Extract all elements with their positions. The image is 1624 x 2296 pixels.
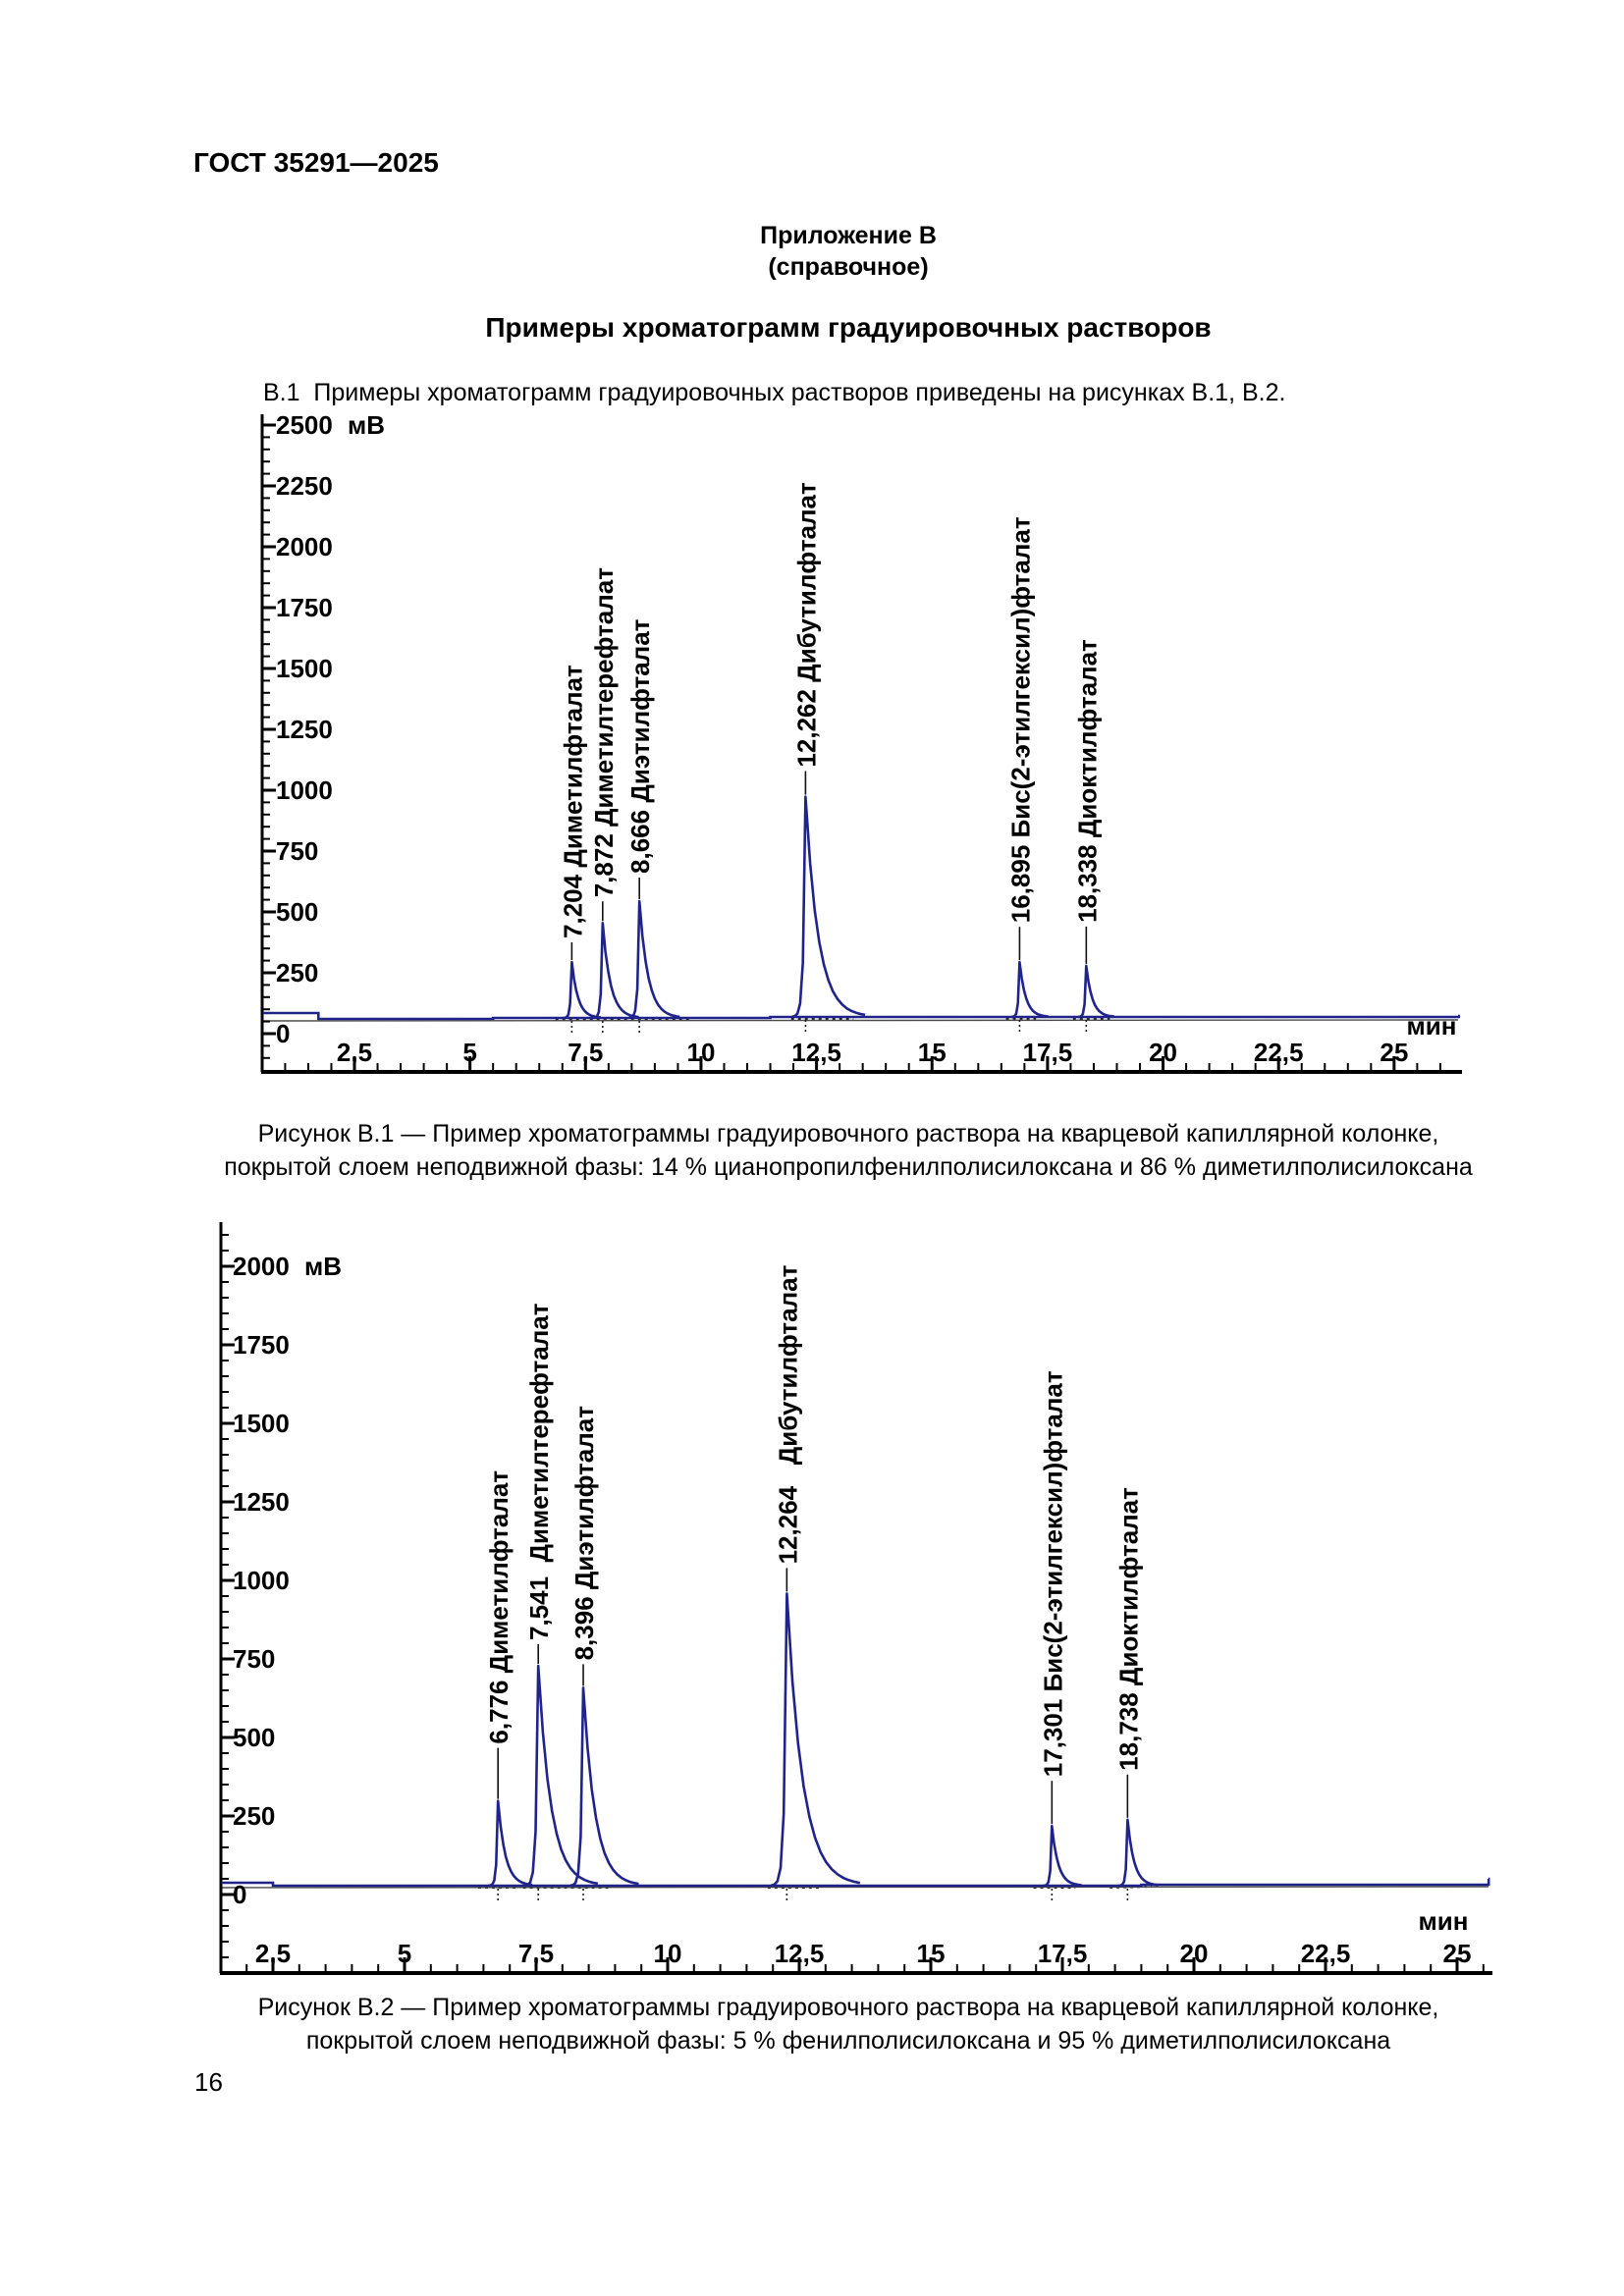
chromatogram-peak [771,1592,861,1887]
figure-b1-caption-line2: покрытой слоем неподвижной фазы: 14 % ци… [224,1153,1473,1181]
baseline-gray-line [220,1886,1489,1889]
x-axis-unit-label: мин [1407,1011,1457,1041]
peak-label: 17,301 Бис(2-этилгексил)фталат [1038,1370,1067,1777]
peak-label: 8,666 Диэтилфталат [625,618,655,874]
x-tick-label: 7,5 [518,1939,554,1968]
y-tick-label: 1250 [276,715,333,744]
figure-b2-caption: Рисунок В.2 — Пример хроматограммы граду… [165,1991,1532,2057]
x-tick-label: 12,5 [791,1038,841,1067]
chromatogram-baseline-trace [262,1011,1461,1021]
x-tick-label: 2,5 [255,1939,291,1968]
y-tick-label: 1500 [276,654,333,683]
chromatogram-peak [592,922,639,1020]
y-tick-label: 2000 [233,1252,290,1281]
y-axis-unit-label: мВ [348,410,385,440]
peak-label: 12,264 Дибутилфталат [773,1264,802,1564]
x-tick-label: 2,5 [337,1038,372,1067]
x-tick-label: 17,5 [1038,1939,1088,1968]
y-tick-label: 2250 [276,471,333,501]
chromatogram-peak [563,960,601,1020]
page-number: 16 [194,2067,223,2097]
y-tick-label: 1250 [233,1487,290,1517]
y-tick-label: 1500 [233,1409,290,1438]
y-tick-label: 1750 [233,1330,290,1360]
y-tick-label: 1000 [233,1566,290,1595]
peak-label: 8,396 Диэтилфталат [569,1406,599,1661]
figure-b1-caption: Рисунок В.1 — Пример хроматограммы граду… [165,1117,1532,1184]
x-tick-label: 5 [398,1939,411,1968]
y-tick-label: 0 [276,1019,290,1048]
peak-label: 7,204 Диметилфталат [558,665,587,938]
chromatogram-peak [1118,1818,1159,1888]
chromatogram-peak [791,795,866,1019]
x-tick-label: 12,5 [775,1939,825,1968]
figure-b2-chromatogram: 0 250 500 750 1000 1250 1500 1750 2000 мВ 2,5 5 7,5 1… [219,1222,1492,1975]
peak-label: 7,541 Диметилтерефталат [524,1303,554,1640]
figure-b2-caption-line1: Рисунок В.2 — Пример хроматограммы граду… [257,1994,1439,2021]
peak-label: 12,262 Дибутилфталат [791,482,821,768]
y-tick-label: 1750 [276,593,333,622]
y-tick-label: 750 [233,1644,275,1674]
chromatogram-peak [524,1664,599,1888]
chromatogram-peak [628,899,680,1020]
x-tick-label: 7,5 [568,1038,603,1067]
y-axis-unit-label: мВ [304,1252,342,1281]
y-tick-label: 750 [276,836,318,866]
x-tick-label: 20 [1149,1038,1177,1067]
x-tick-label: 17,5 [1023,1038,1073,1067]
x-tick-label: 25 [1380,1038,1408,1067]
x-tick-label: 10 [686,1038,715,1067]
section-title: Примеры хроматограмм градуировочных раст… [485,312,1212,343]
chromatogram-peak [488,1799,533,1888]
x-tick-label: 5 [462,1038,476,1067]
y-tick-label: 250 [276,958,318,988]
chromatogram-peak [1010,960,1049,1019]
appendix-title: Приложение В [760,222,937,249]
figure-b1-caption-line1: Рисунок В.1 — Пример хроматограммы граду… [257,1120,1439,1148]
chromatogram-peak [1077,964,1114,1019]
x-axis-unit-label: мин [1419,1906,1469,1936]
peak-label: 18,338 Диоктилфталат [1072,639,1102,923]
y-tick-label: 250 [233,1801,275,1831]
document-header: ГОСТ 35291—2025 [193,147,439,178]
x-tick-label: 15 [917,1939,946,1968]
peak-label: 6,776 Диметилфталат [484,1470,514,1744]
baseline-gray-line [261,1019,1459,1022]
peak-label: 7,872 Диметилтерефталат [589,567,619,897]
chromatogram-baseline-trace [221,1877,1490,1888]
peak-label: 16,895 Бис(2-этилгексил)фталат [1005,516,1035,923]
x-tick-label: 15 [918,1038,947,1067]
figure-b1-chromatogram: 0 250 500 750 1000 1250 1500 1750 2000 2250 2500 мВ… [260,410,1462,1074]
y-tick-label: 2500 [276,410,333,440]
y-tick-label: 500 [233,1723,275,1752]
x-tick-label: 10 [654,1939,682,1968]
peak-label: 18,738 Диоктилфталат [1113,1487,1143,1771]
y-tick-label: 500 [276,897,318,927]
figure-b2-caption-line2: покрытой слоем неподвижной фазы: 5 % фен… [305,2027,1391,2055]
chromatogram-peak [569,1686,639,1888]
y-tick-label: 1000 [276,775,333,805]
intro-paragraph: В.1 Примеры хроматограмм градуировочных … [263,379,1286,406]
chromatogram-peak [1043,1824,1082,1888]
appendix-subtitle: (справочное) [768,253,929,281]
x-tick-label: 20 [1180,1939,1209,1968]
y-tick-label: 2000 [276,532,333,561]
x-tick-label: 22,5 [1254,1038,1304,1067]
x-tick-label: 22,5 [1301,1939,1351,1968]
y-tick-label: 0 [233,1880,246,1909]
x-tick-label: 25 [1443,1939,1472,1968]
